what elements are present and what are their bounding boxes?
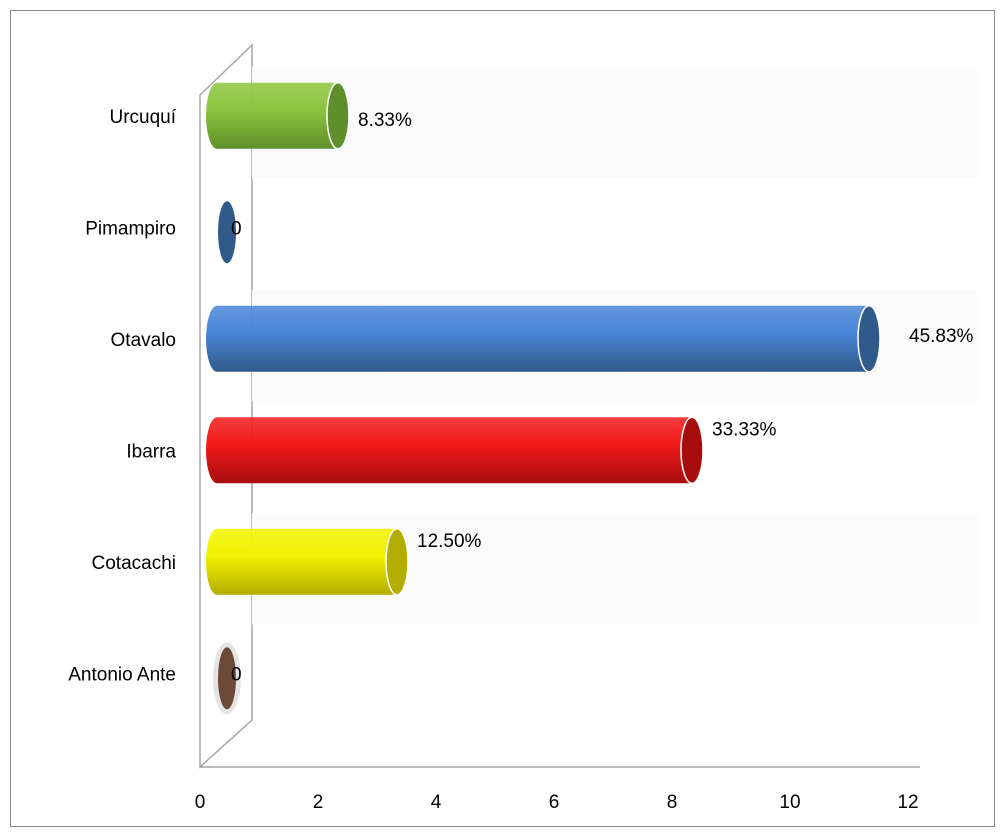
bar-ibarra-cap — [680, 416, 704, 484]
data-label: 33.33% — [712, 419, 777, 440]
bar-ibarra — [206, 417, 704, 484]
data-label: 45.83% — [909, 326, 974, 347]
bar-cotacachi-cap — [385, 528, 409, 596]
bar-otavalo — [206, 305, 881, 372]
value-tick-label: 4 — [431, 792, 442, 813]
data-label: 12.50% — [417, 531, 482, 552]
bar-otavalo-cap — [857, 305, 881, 373]
value-tick-label: 6 — [549, 792, 560, 813]
bar-cotacachi — [206, 528, 409, 595]
value-tick-label: 2 — [313, 792, 324, 813]
category-label: Urcuquí — [109, 107, 176, 128]
data-label: 0 — [231, 218, 242, 239]
data-label: 0 — [231, 664, 242, 685]
value-tick-label: 8 — [667, 792, 678, 813]
category-label: Pimampiro — [85, 218, 176, 239]
bar-pimampiro — [218, 201, 236, 264]
value-axis-ticks: 0 2 4 6 8 10 12 — [195, 792, 919, 813]
bar-series — [206, 82, 881, 715]
bar-urcuqui — [206, 82, 349, 149]
category-label: Cotacachi — [92, 553, 177, 574]
category-label: Otavalo — [111, 330, 176, 351]
data-labels: 0 12.50% 33.33% 45.83% 0 8.33% — [231, 110, 974, 686]
bar-urcuqui-cap — [326, 82, 350, 150]
value-tick-label: 10 — [779, 792, 800, 813]
category-label: Antonio Ante — [68, 664, 176, 685]
value-tick-label: 12 — [897, 792, 918, 813]
value-tick-label: 0 — [195, 792, 206, 813]
category-label: Ibarra — [126, 441, 176, 462]
category-axis-labels: Antonio Ante Cotacachi Ibarra Otavalo Pimamp… — [68, 107, 176, 686]
category-band — [252, 67, 977, 179]
bar-antonio-ante — [218, 647, 236, 710]
data-label: 8.33% — [358, 110, 412, 131]
